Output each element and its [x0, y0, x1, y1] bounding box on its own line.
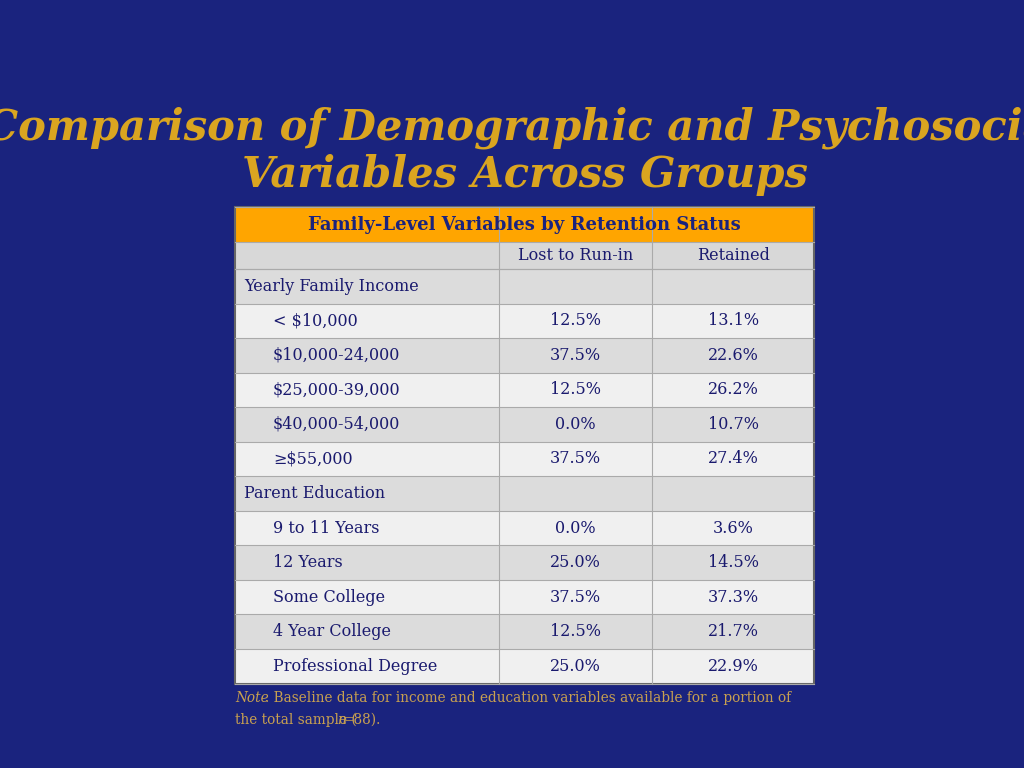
Bar: [236, 476, 814, 511]
Bar: [236, 338, 814, 372]
Text: n: n: [337, 713, 345, 727]
Text: Some College: Some College: [272, 588, 385, 606]
Text: Retained: Retained: [697, 247, 770, 264]
Text: 9 to 11 Years: 9 to 11 Years: [272, 520, 379, 537]
Text: $25,000-39,000: $25,000-39,000: [272, 382, 400, 399]
Text: Professional Degree: Professional Degree: [272, 657, 437, 675]
Text: 10.7%: 10.7%: [708, 416, 759, 433]
Text: 12.5%: 12.5%: [550, 623, 601, 641]
Text: 22.6%: 22.6%: [708, 347, 759, 364]
Bar: [236, 207, 814, 242]
Text: 4 Year College: 4 Year College: [272, 623, 391, 641]
Text: 12 Years: 12 Years: [272, 554, 343, 571]
Text: 12.5%: 12.5%: [550, 382, 601, 399]
Text: . Baseline data for income and education variables available for a portion of: . Baseline data for income and education…: [265, 690, 792, 704]
Bar: [236, 580, 814, 614]
Bar: [236, 207, 814, 684]
Text: 37.5%: 37.5%: [550, 451, 601, 468]
Bar: [236, 649, 814, 684]
Text: 14.5%: 14.5%: [708, 554, 759, 571]
Text: 25.0%: 25.0%: [550, 554, 601, 571]
Text: Parent Education: Parent Education: [244, 485, 385, 502]
Text: Variables Across Groups: Variables Across Groups: [242, 154, 808, 197]
Text: Family-Level Variables by Retention Status: Family-Level Variables by Retention Stat…: [308, 216, 741, 233]
Text: 0.0%: 0.0%: [555, 520, 596, 537]
Text: =88).: =88).: [342, 713, 381, 727]
Text: Yearly Family Income: Yearly Family Income: [244, 278, 419, 295]
Bar: [236, 407, 814, 442]
Text: Comparison of Demographic and Psychosocial: Comparison of Demographic and Psychosoci…: [0, 107, 1024, 150]
Text: 21.7%: 21.7%: [708, 623, 759, 641]
Bar: [236, 303, 814, 338]
Text: 37.3%: 37.3%: [708, 588, 759, 606]
Text: 25.0%: 25.0%: [550, 657, 601, 675]
Text: 37.5%: 37.5%: [550, 347, 601, 364]
Text: 3.6%: 3.6%: [713, 520, 754, 537]
Text: 12.5%: 12.5%: [550, 313, 601, 329]
Bar: [236, 545, 814, 580]
Text: 37.5%: 37.5%: [550, 588, 601, 606]
Text: ≥$55,000: ≥$55,000: [272, 451, 352, 468]
Text: 22.9%: 22.9%: [708, 657, 759, 675]
Bar: [236, 372, 814, 407]
Text: 26.2%: 26.2%: [708, 382, 759, 399]
Text: $40,000-54,000: $40,000-54,000: [272, 416, 400, 433]
Bar: [236, 442, 814, 476]
Bar: [236, 269, 814, 303]
Text: 27.4%: 27.4%: [708, 451, 759, 468]
Text: the total sample (: the total sample (: [236, 713, 357, 727]
Text: 13.1%: 13.1%: [708, 313, 759, 329]
Bar: [236, 614, 814, 649]
Bar: [236, 511, 814, 545]
Text: < $10,000: < $10,000: [272, 313, 357, 329]
Text: Lost to Run-in: Lost to Run-in: [518, 247, 633, 264]
Text: Note: Note: [236, 690, 269, 704]
Bar: [236, 242, 814, 269]
Text: 0.0%: 0.0%: [555, 416, 596, 433]
Text: $10,000-24,000: $10,000-24,000: [272, 347, 400, 364]
